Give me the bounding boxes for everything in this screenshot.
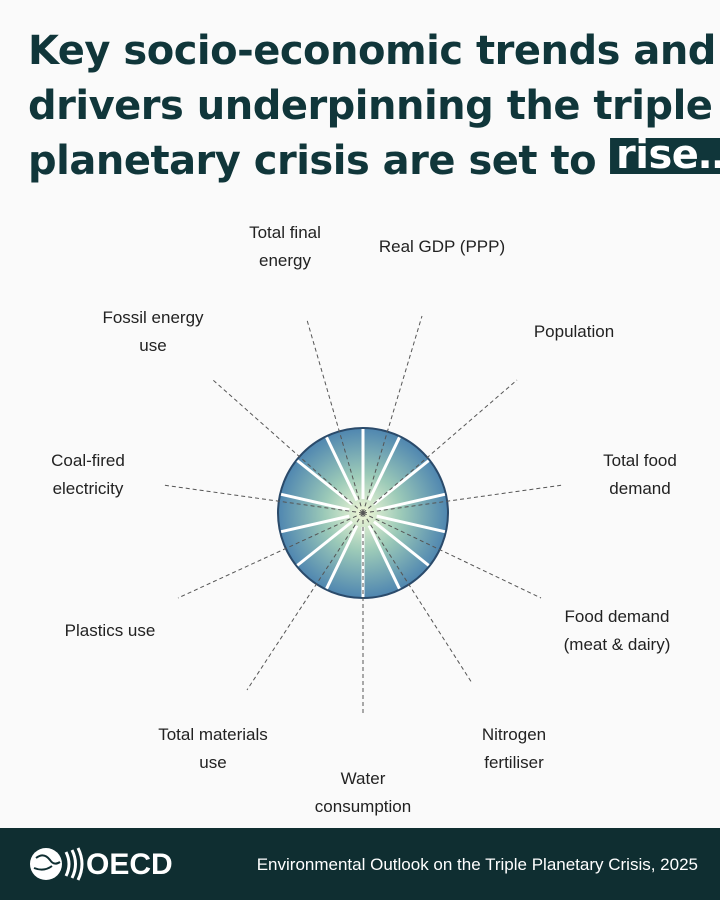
spoke [373,520,430,567]
driver-label: Real GDP (PPP) [379,237,505,256]
title-highlight: rise… [616,132,720,178]
oecd-logo: OECD [30,847,173,881]
labels: Total final energy Real GDP (PPP) Populatio… [51,223,677,816]
spoke [376,492,446,512]
dashed-line [362,512,542,599]
driver-label: consumption [315,797,411,816]
dashed-line [362,512,473,684]
dashed-line [177,512,364,599]
driver-label: use [199,753,226,772]
driver-label: Plastics use [65,621,156,640]
dashed-line [306,319,364,514]
driver-label: fertiliser [484,753,544,772]
driver-label: Population [534,322,614,341]
spokes [280,429,446,597]
driver-label: Total final [249,223,321,242]
highlight-box [610,138,720,174]
driver-label: demand [609,479,670,498]
spoke [296,520,353,567]
driver-label: energy [259,251,311,270]
title-line: Key socio-economic trends and [28,28,716,74]
spoke [325,436,359,502]
driver-label: electricity [53,479,124,498]
driver-label: Nitrogen [482,725,546,744]
title-line: drivers underpinning the triple [28,83,712,129]
driver-label: Water [341,769,386,788]
spoke [280,514,350,534]
driver-label: Food demand [565,607,670,626]
driver-label: (meat & dairy) [564,635,671,654]
spoke [296,459,353,506]
footer-band [0,828,720,900]
dashed-line [212,379,364,514]
dashed-line [362,315,423,514]
driver-label: Fossil energy [102,308,204,327]
spoke [325,524,359,590]
spoke [373,459,430,506]
spoke [280,492,350,512]
footer-source: Environmental Outlook on the Triple Plan… [257,855,698,874]
title-line: planetary crisis are set to [28,138,596,184]
dashed-line [246,512,364,691]
spoke [376,514,446,534]
driver-label: Total food [603,451,677,470]
dashed-lines [162,315,564,715]
driver-label: Total materials [158,725,268,744]
driver-label: use [139,336,166,355]
logo-text: OECD [86,848,173,881]
title: Key socio-economic trends and drivers un… [28,28,720,184]
spoke [367,436,401,502]
driver-label: Coal-fired [51,451,125,470]
dashed-line [162,484,364,514]
dashed-line [362,484,564,514]
logo-globe-lines [33,854,61,871]
spoke [367,524,401,590]
logo-arcs [64,847,84,881]
dashed-line [362,379,518,514]
